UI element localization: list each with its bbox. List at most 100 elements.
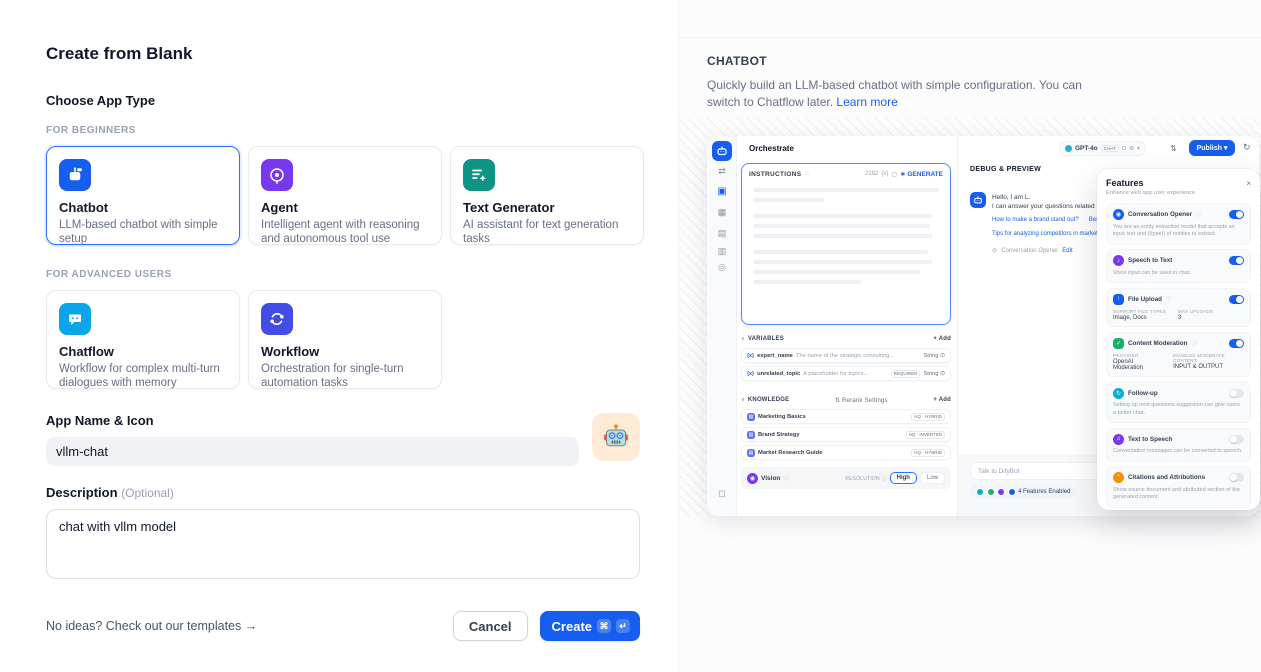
gear-icon: ⚙	[1129, 145, 1135, 152]
instructions-panel: INSTRUCTIONS ⓘ 2182 {x} ▢ ∗ GENERATE	[741, 163, 951, 325]
app-name-input[interactable]	[46, 437, 579, 466]
chatbot-icon	[59, 159, 91, 191]
text-generator-icon	[463, 159, 495, 191]
settings-icon: ⊙	[940, 352, 945, 359]
description-textarea[interactable]: chat with vllm model	[46, 509, 640, 579]
enter-key-icon: ↵	[616, 619, 630, 633]
toggle	[1229, 256, 1244, 265]
app-type-card-workflow[interactable]: Workflow Orchestration for single-turn a…	[248, 290, 442, 389]
history-icon: ↻	[1243, 142, 1251, 152]
card-title: Agent	[261, 200, 298, 215]
skeleton-line	[753, 250, 928, 254]
vision-setting-row: ◉ Vision ⓘ RESOLUTION ⓘ High Low	[741, 467, 951, 489]
add-knowledge-button: + Add	[933, 397, 951, 403]
speech-to-text-icon: ♪	[1113, 255, 1124, 266]
skeleton-line	[753, 214, 934, 218]
speech-mini-icon	[997, 487, 1005, 496]
templates-link[interactable]: No ideas? Check out our templates →	[46, 619, 258, 633]
debug-preview-label: DEBUG & PREVIEW	[970, 166, 1042, 173]
variables-label: VARIABLES	[747, 336, 784, 342]
divider	[957, 136, 958, 516]
suggestion-link: Tips for analyzing competitors in market	[992, 231, 1098, 237]
create-button[interactable]: Create ⌘ ↵	[539, 611, 640, 641]
preview-description: Quickly build an LLM-based chatbot with …	[707, 78, 1082, 109]
suggestion-link: How to make a brand stand out?	[992, 217, 1079, 223]
doc-icon: ▤	[717, 228, 727, 238]
choose-app-type-label: Choose App Type	[46, 93, 156, 108]
model-selector: GPT-4o CHAT ʘ ⚙ ▾	[1059, 141, 1146, 156]
toggle	[1229, 473, 1244, 482]
follow-up-mini-icon	[976, 487, 984, 496]
info-icon: ⓘ	[881, 475, 887, 482]
knowledge-row: ▤ Brand Strategy HQ · INVERTED	[741, 427, 951, 442]
knowledge-row: ▤ Marketing Basics HQ · HYBRID	[741, 409, 951, 424]
rerank-icon: ⇅	[834, 397, 841, 404]
required-badge: REQUIRED	[890, 369, 921, 378]
vision-icon: ◉	[747, 472, 758, 484]
info-icon: ⓘ	[1191, 341, 1197, 347]
robot-emoji-icon[interactable]	[592, 413, 640, 461]
card-title: Chatbot	[59, 200, 109, 215]
variables-section: ∨ VARIABLES + Add {x} expert_name The na…	[741, 333, 951, 381]
image-icon: ▦	[717, 207, 727, 217]
variable-row: {x} unrelated_topic A placeholder for to…	[741, 366, 951, 381]
content-moderation-icon: ✓	[1113, 337, 1124, 349]
card-title: Chatflow	[59, 344, 114, 359]
feature-speech-to-text: ♪ Speech to Text Voice input can be used…	[1106, 249, 1251, 283]
card-desc: Workflow for complex multi-turn dialogue…	[59, 363, 220, 389]
copy-icon: ▢	[891, 171, 898, 178]
variable-icon: {x}	[747, 370, 755, 377]
resolution-high-button: High	[889, 472, 917, 484]
toggle	[1229, 210, 1244, 219]
chevron-down-icon: ∨	[741, 397, 745, 403]
page-title: Create from Blank	[46, 44, 193, 63]
mic-icon: ʘ	[1121, 145, 1127, 152]
app-type-card-agent[interactable]: Agent Intelligent agent with reasoning a…	[248, 146, 442, 245]
advanced-cards: Chatflow Workflow for complex multi-turn…	[46, 290, 640, 389]
beginner-cards: Chatbot LLM-based chatbot with simple se…	[46, 146, 644, 245]
mini-sidebar: ⇄ ▣ ▦ ▤ ▥ ◎ ◻	[707, 136, 737, 516]
dataset-icon: ▤	[747, 448, 755, 457]
for-beginners-label: FOR BEGINNERS	[46, 125, 136, 136]
feature-text-to-speech: ♫ Text to Speech Conversation messages c…	[1106, 427, 1251, 462]
publish-button: Publish ▾	[1189, 140, 1235, 156]
feature-follow-up: ↻ Follow-up Setting up next questions su…	[1106, 381, 1251, 423]
app-type-card-chatbot[interactable]: Chatbot LLM-based chatbot with simple se…	[46, 146, 240, 245]
bot-avatar	[970, 192, 986, 208]
upload-mini-icon	[1007, 487, 1016, 496]
retrieval-badge: HQ · INVERTED	[905, 430, 945, 439]
spark-icon: ∗	[900, 171, 906, 178]
model-type-badge: CHAT	[1100, 145, 1119, 152]
swap-icon: ⇄	[718, 166, 726, 176]
feature-citations: “ Citations and Attributions Show source…	[1106, 466, 1251, 508]
card-desc: LLM-based chatbot with simple setup	[59, 219, 218, 245]
skeleton-line	[753, 270, 921, 274]
orchestrate-title: Orchestrate	[749, 144, 794, 153]
learn-more-link[interactable]: Learn more	[836, 95, 898, 109]
conversation-opener-icon: ◉	[1113, 209, 1124, 220]
app-type-card-text-generator[interactable]: Text Generator AI assistant for text gen…	[450, 146, 644, 245]
info-icon: ⓘ	[804, 172, 810, 178]
prompt-skeleton	[742, 182, 950, 284]
card-desc: AI assistant for text generation tasks	[463, 219, 619, 245]
retrieval-badge: HQ · HYBRID	[911, 412, 945, 421]
info-icon: ⓘ	[1196, 212, 1202, 219]
info-icon: ⓘ	[1165, 297, 1172, 303]
close-icon: ×	[1246, 178, 1251, 188]
add-variable-button: + Add	[933, 336, 951, 342]
features-subtitle: Enhance web app user experience	[1106, 190, 1196, 196]
citations-icon: “	[1113, 472, 1124, 483]
feature-content-moderation: ✓ Content Moderation ⓘ PROVIDER OpenAI Mo…	[1106, 331, 1251, 377]
card-desc: Orchestration for single-turn automation…	[261, 363, 404, 389]
opener-icon: ◎	[992, 248, 998, 254]
agent-icon	[261, 159, 293, 191]
for-advanced-users-label: FOR ADVANCED USERS	[46, 269, 172, 280]
edit-link: Edit	[1062, 248, 1073, 254]
chevron-down-icon: ∨	[741, 336, 745, 342]
mini-app-bot-icon	[712, 141, 732, 161]
chevron-down-icon: ▾	[1137, 145, 1140, 152]
cancel-button[interactable]: Cancel	[452, 611, 528, 641]
dataset-icon: ▤	[747, 412, 755, 421]
app-type-card-chatflow[interactable]: Chatflow Workflow for complex multi-turn…	[46, 290, 240, 389]
skeleton-line	[753, 260, 932, 264]
